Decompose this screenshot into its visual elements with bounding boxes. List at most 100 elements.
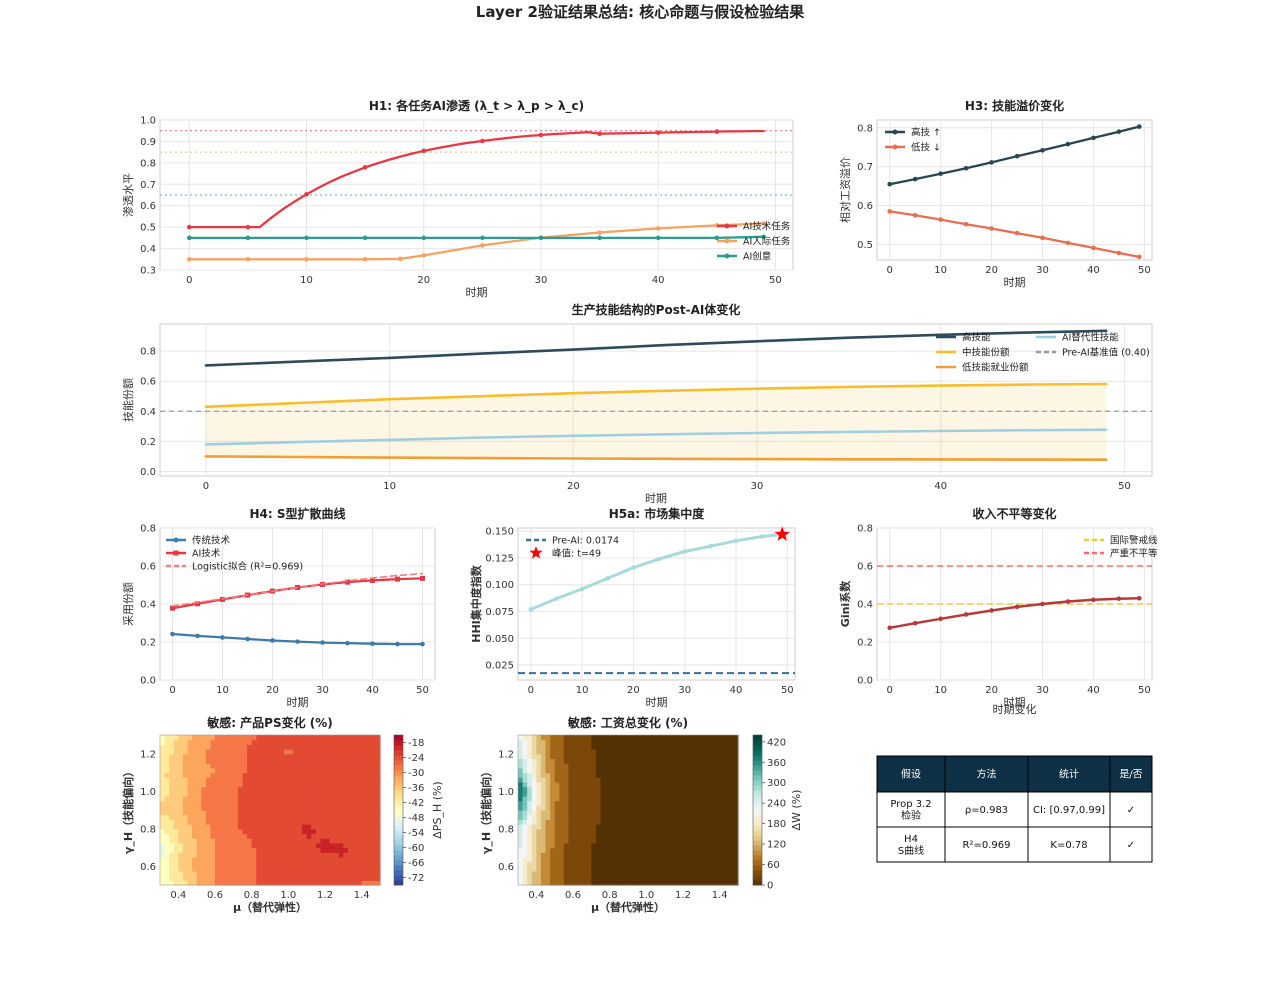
heatmap-cell: [559, 833, 565, 839]
heatmap-cell: [205, 781, 212, 788]
heatmap-cell: [646, 866, 652, 872]
heatmap-cell: [215, 805, 221, 811]
heatmap-cell: [545, 777, 551, 783]
heatmap-cell: [563, 795, 570, 802]
heatmap-cell: [228, 852, 234, 858]
heatmap-cell: [256, 763, 262, 769]
heatmap-cell: [192, 824, 198, 830]
heatmap-cell: [605, 833, 611, 839]
heatmap-cell: [582, 810, 588, 816]
heatmap-cell: [338, 824, 344, 830]
heatmap-cell: [205, 880, 212, 886]
heatmap-cell: [311, 875, 317, 881]
heatmap-cell: [678, 880, 684, 886]
heatmap-cell: [210, 838, 216, 844]
data-point: [887, 181, 893, 187]
heatmap-cell: [237, 828, 244, 835]
heatmap-cell: [292, 781, 299, 788]
heatmap-cell: [573, 847, 579, 853]
heatmap-cell: [637, 824, 643, 830]
colorbar-segment: [394, 820, 403, 826]
heatmap-cell: [357, 777, 363, 783]
heatmap-cell: [600, 753, 606, 760]
heatmap-cell: [219, 795, 225, 802]
heatmap-cell: [545, 739, 551, 745]
heatmap-cell: [228, 870, 234, 877]
heatmap-cell: [646, 833, 652, 839]
heatmap-cell: [600, 781, 606, 788]
heatmap-cell: [669, 786, 675, 792]
heatmap-cell: [325, 763, 331, 769]
heatmap-cell: [256, 777, 262, 783]
heatmap-cell: [545, 828, 551, 835]
y-tick-label: 0.0: [140, 467, 156, 478]
heatmap-cell: [577, 842, 583, 849]
heatmap-cell: [595, 795, 602, 802]
heatmap-cell: [522, 777, 528, 783]
heatmap-cell: [632, 852, 638, 858]
heatmap-cell: [311, 744, 317, 750]
heatmap-cell: [715, 810, 721, 816]
colorbar-segment: [753, 760, 762, 766]
heatmap-cell: [178, 819, 184, 825]
heatmap-cell: [692, 758, 698, 764]
heatmap-cell: [641, 861, 647, 867]
heatmap-cell: [540, 767, 547, 774]
heatmap-cell: [705, 786, 712, 792]
heatmap-cell: [692, 777, 698, 783]
heatmap-cell: [260, 875, 267, 881]
heatmap-cell: [573, 814, 579, 820]
heatmap-cell: [550, 856, 556, 863]
heatmap-cell: [205, 749, 212, 755]
heatmap-cell: [334, 870, 340, 877]
heatmap-cell: [338, 767, 344, 774]
heatmap-cell: [233, 824, 239, 830]
heatmap-cell: [366, 753, 372, 760]
heatmap-cell: [370, 861, 377, 867]
heatmap-cell: [270, 795, 276, 802]
heatmap-cell: [334, 880, 340, 886]
heatmap-cell: [173, 838, 179, 844]
data-point: [682, 549, 688, 554]
heatmap-cell: [559, 842, 565, 849]
heatmap-cell: [545, 838, 551, 844]
heatmap-cell: [160, 767, 166, 774]
table-header-label: 方法: [977, 768, 997, 781]
heatmap-cell: [219, 772, 225, 778]
heatmap-cell: [169, 777, 175, 783]
heatmap-cell: [187, 791, 193, 797]
heatmap-cell: [306, 744, 312, 750]
heatmap-cell: [288, 819, 294, 825]
heatmap-cell: [540, 842, 547, 849]
heatmap-cell: [678, 861, 684, 867]
heatmap-cell: [265, 763, 271, 769]
heatmap-cell: [522, 805, 528, 811]
heatmap-cell: [614, 880, 620, 886]
heatmap-cell: [673, 880, 680, 886]
heatmap-cell: [343, 786, 349, 792]
heatmap-cell: [623, 763, 629, 769]
heatmap-cell: [279, 758, 285, 764]
data-point: [480, 235, 485, 241]
heatmap-cell: [632, 781, 638, 788]
heatmap-cell: [247, 838, 253, 844]
heatmap-cell: [315, 805, 322, 811]
heatmap-cell: [559, 875, 565, 881]
heatmap-cell: [228, 758, 234, 764]
heatmap-cell: [710, 814, 716, 820]
heatmap-cell: [573, 810, 579, 816]
heatmap-cell: [673, 805, 680, 811]
heatmap-cell: [586, 800, 592, 806]
heatmap-cell: [518, 763, 524, 769]
heatmap-cell: [605, 847, 611, 853]
heatmap-cell: [242, 795, 248, 802]
colorbar-segment: [753, 735, 762, 741]
heatmap-cell: [600, 856, 606, 863]
heatmap-cell: [242, 852, 248, 858]
heatmap-cell: [210, 861, 216, 867]
heatmap-cell: [701, 735, 707, 741]
heatmap-cell: [650, 749, 657, 755]
colorbar-segment: [753, 805, 762, 811]
heatmap-cell: [173, 758, 179, 764]
colorbar-segment: [753, 765, 762, 771]
